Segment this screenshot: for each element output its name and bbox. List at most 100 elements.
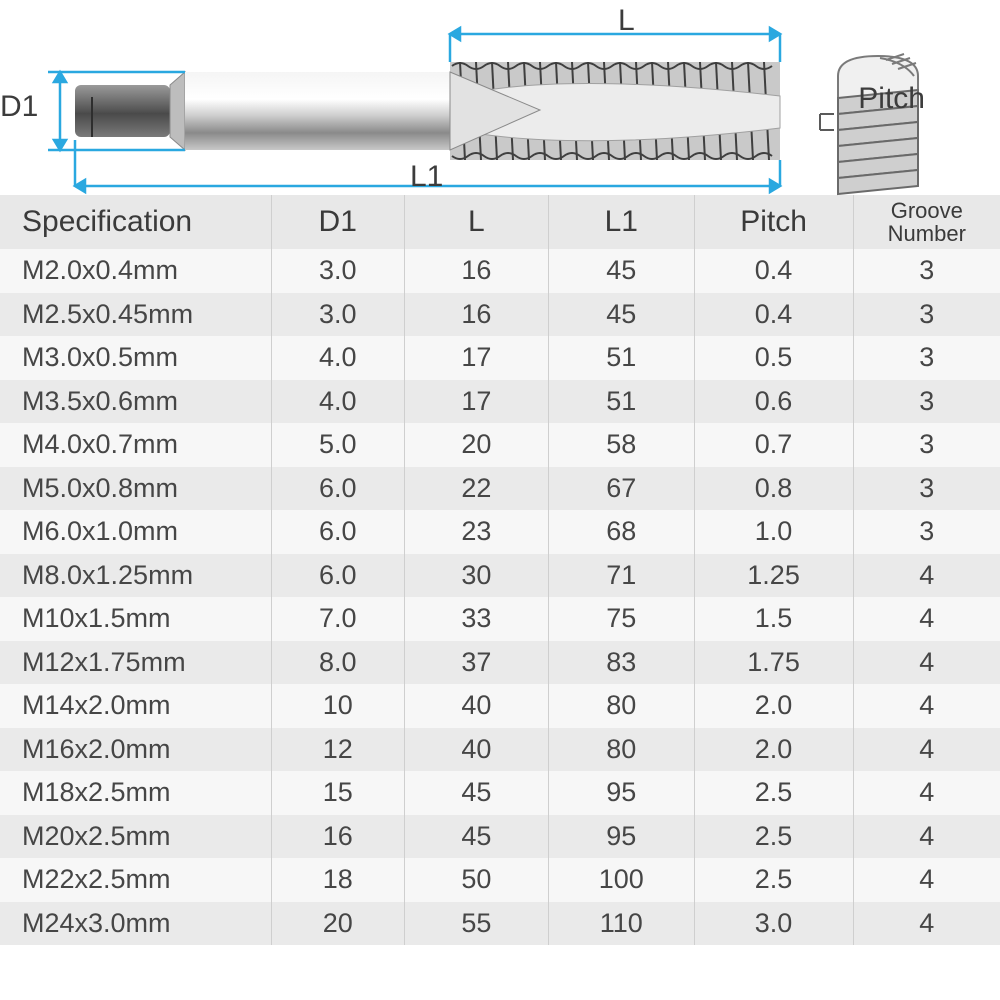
cell: 75 xyxy=(549,597,694,641)
cell: 80 xyxy=(549,728,694,772)
cell: 3.0 xyxy=(272,293,405,337)
label-pitch: Pitch xyxy=(858,82,925,116)
cell: M3.0x0.5mm xyxy=(0,336,272,380)
table-row: M8.0x1.25mm6.030711.254 xyxy=(0,554,1000,598)
cell: 17 xyxy=(405,380,549,424)
cell: 3 xyxy=(854,249,1000,293)
cell: 2.0 xyxy=(695,684,854,728)
cell: 0.4 xyxy=(695,293,854,337)
cell: M12x1.75mm xyxy=(0,641,272,685)
cell: M5.0x0.8mm xyxy=(0,467,272,511)
cell: 30 xyxy=(405,554,549,598)
cell: 58 xyxy=(549,423,694,467)
cell: M4.0x0.7mm xyxy=(0,423,272,467)
cell: 16 xyxy=(272,815,405,859)
cell: 12 xyxy=(272,728,405,772)
cell: 4 xyxy=(854,858,1000,902)
cell: 45 xyxy=(549,249,694,293)
table-row: M24x3.0mm20551103.04 xyxy=(0,902,1000,946)
cell: M10x1.5mm xyxy=(0,597,272,641)
cell: 33 xyxy=(405,597,549,641)
cell: 3 xyxy=(854,467,1000,511)
table-row: M5.0x0.8mm6.022670.83 xyxy=(0,467,1000,511)
cell: 0.8 xyxy=(695,467,854,511)
cell: 20 xyxy=(272,902,405,946)
cell: 16 xyxy=(405,293,549,337)
cell: 1.0 xyxy=(695,510,854,554)
tap-diagram: D1 L L1 Pitch xyxy=(0,0,1000,195)
cell: 50 xyxy=(405,858,549,902)
cell: M16x2.0mm xyxy=(0,728,272,772)
table-row: M16x2.0mm1240802.04 xyxy=(0,728,1000,772)
table-row: M3.5x0.6mm4.017510.63 xyxy=(0,380,1000,424)
cell: 4 xyxy=(854,771,1000,815)
cell: 3 xyxy=(854,423,1000,467)
cell: 4.0 xyxy=(272,336,405,380)
cell: 5.0 xyxy=(272,423,405,467)
cell: 15 xyxy=(272,771,405,815)
cell: M18x2.5mm xyxy=(0,771,272,815)
cell: 8.0 xyxy=(272,641,405,685)
cell: 40 xyxy=(405,684,549,728)
cell: 18 xyxy=(272,858,405,902)
cell: 4 xyxy=(854,728,1000,772)
cell: 4 xyxy=(854,554,1000,598)
table-row: M22x2.5mm18501002.54 xyxy=(0,858,1000,902)
table-row: M12x1.75mm8.037831.754 xyxy=(0,641,1000,685)
cell: 4 xyxy=(854,815,1000,859)
cell: 3 xyxy=(854,510,1000,554)
cell: 51 xyxy=(549,380,694,424)
cell: 7.0 xyxy=(272,597,405,641)
cell: 3.0 xyxy=(695,902,854,946)
table-row: M18x2.5mm1545952.54 xyxy=(0,771,1000,815)
cell: 1.5 xyxy=(695,597,854,641)
table-row: M10x1.5mm7.033751.54 xyxy=(0,597,1000,641)
cell: 20 xyxy=(405,423,549,467)
cell: 3 xyxy=(854,293,1000,337)
cell: M14x2.0mm xyxy=(0,684,272,728)
table-row: M14x2.0mm1040802.04 xyxy=(0,684,1000,728)
cell: 95 xyxy=(549,771,694,815)
cell: 110 xyxy=(549,902,694,946)
cell: 2.5 xyxy=(695,858,854,902)
cell: 10 xyxy=(272,684,405,728)
cell: 51 xyxy=(549,336,694,380)
cell: 0.7 xyxy=(695,423,854,467)
cell: 6.0 xyxy=(272,554,405,598)
cell: 4 xyxy=(854,597,1000,641)
table-row: M20x2.5mm1645952.54 xyxy=(0,815,1000,859)
cell: 2.0 xyxy=(695,728,854,772)
cell: 40 xyxy=(405,728,549,772)
cell: 71 xyxy=(549,554,694,598)
cell: 95 xyxy=(549,815,694,859)
cell: 1.25 xyxy=(695,554,854,598)
cell: M8.0x1.25mm xyxy=(0,554,272,598)
cell: 22 xyxy=(405,467,549,511)
cell: M3.5x0.6mm xyxy=(0,380,272,424)
cell: 4 xyxy=(854,902,1000,946)
table-row: M3.0x0.5mm4.017510.53 xyxy=(0,336,1000,380)
cell: 4.0 xyxy=(272,380,405,424)
cell: M2.5x0.45mm xyxy=(0,293,272,337)
cell: M22x2.5mm xyxy=(0,858,272,902)
cell: 4 xyxy=(854,641,1000,685)
cell: 45 xyxy=(405,771,549,815)
cell: 68 xyxy=(549,510,694,554)
cell: M2.0x0.4mm xyxy=(0,249,272,293)
table-row: M6.0x1.0mm6.023681.03 xyxy=(0,510,1000,554)
cell: 83 xyxy=(549,641,694,685)
cell: 2.5 xyxy=(695,815,854,859)
cell: M6.0x1.0mm xyxy=(0,510,272,554)
cell: 3.0 xyxy=(272,249,405,293)
cell: 37 xyxy=(405,641,549,685)
table-row: M2.0x0.4mm3.016450.43 xyxy=(0,249,1000,293)
cell: 17 xyxy=(405,336,549,380)
cell: 23 xyxy=(405,510,549,554)
cell: 0.4 xyxy=(695,249,854,293)
cell: 45 xyxy=(549,293,694,337)
cell: 6.0 xyxy=(272,510,405,554)
cell: 2.5 xyxy=(695,771,854,815)
spec-table: Specification D1 L L1 Pitch GrooveNumber… xyxy=(0,195,1000,1000)
cell: M20x2.5mm xyxy=(0,815,272,859)
cell: 16 xyxy=(405,249,549,293)
